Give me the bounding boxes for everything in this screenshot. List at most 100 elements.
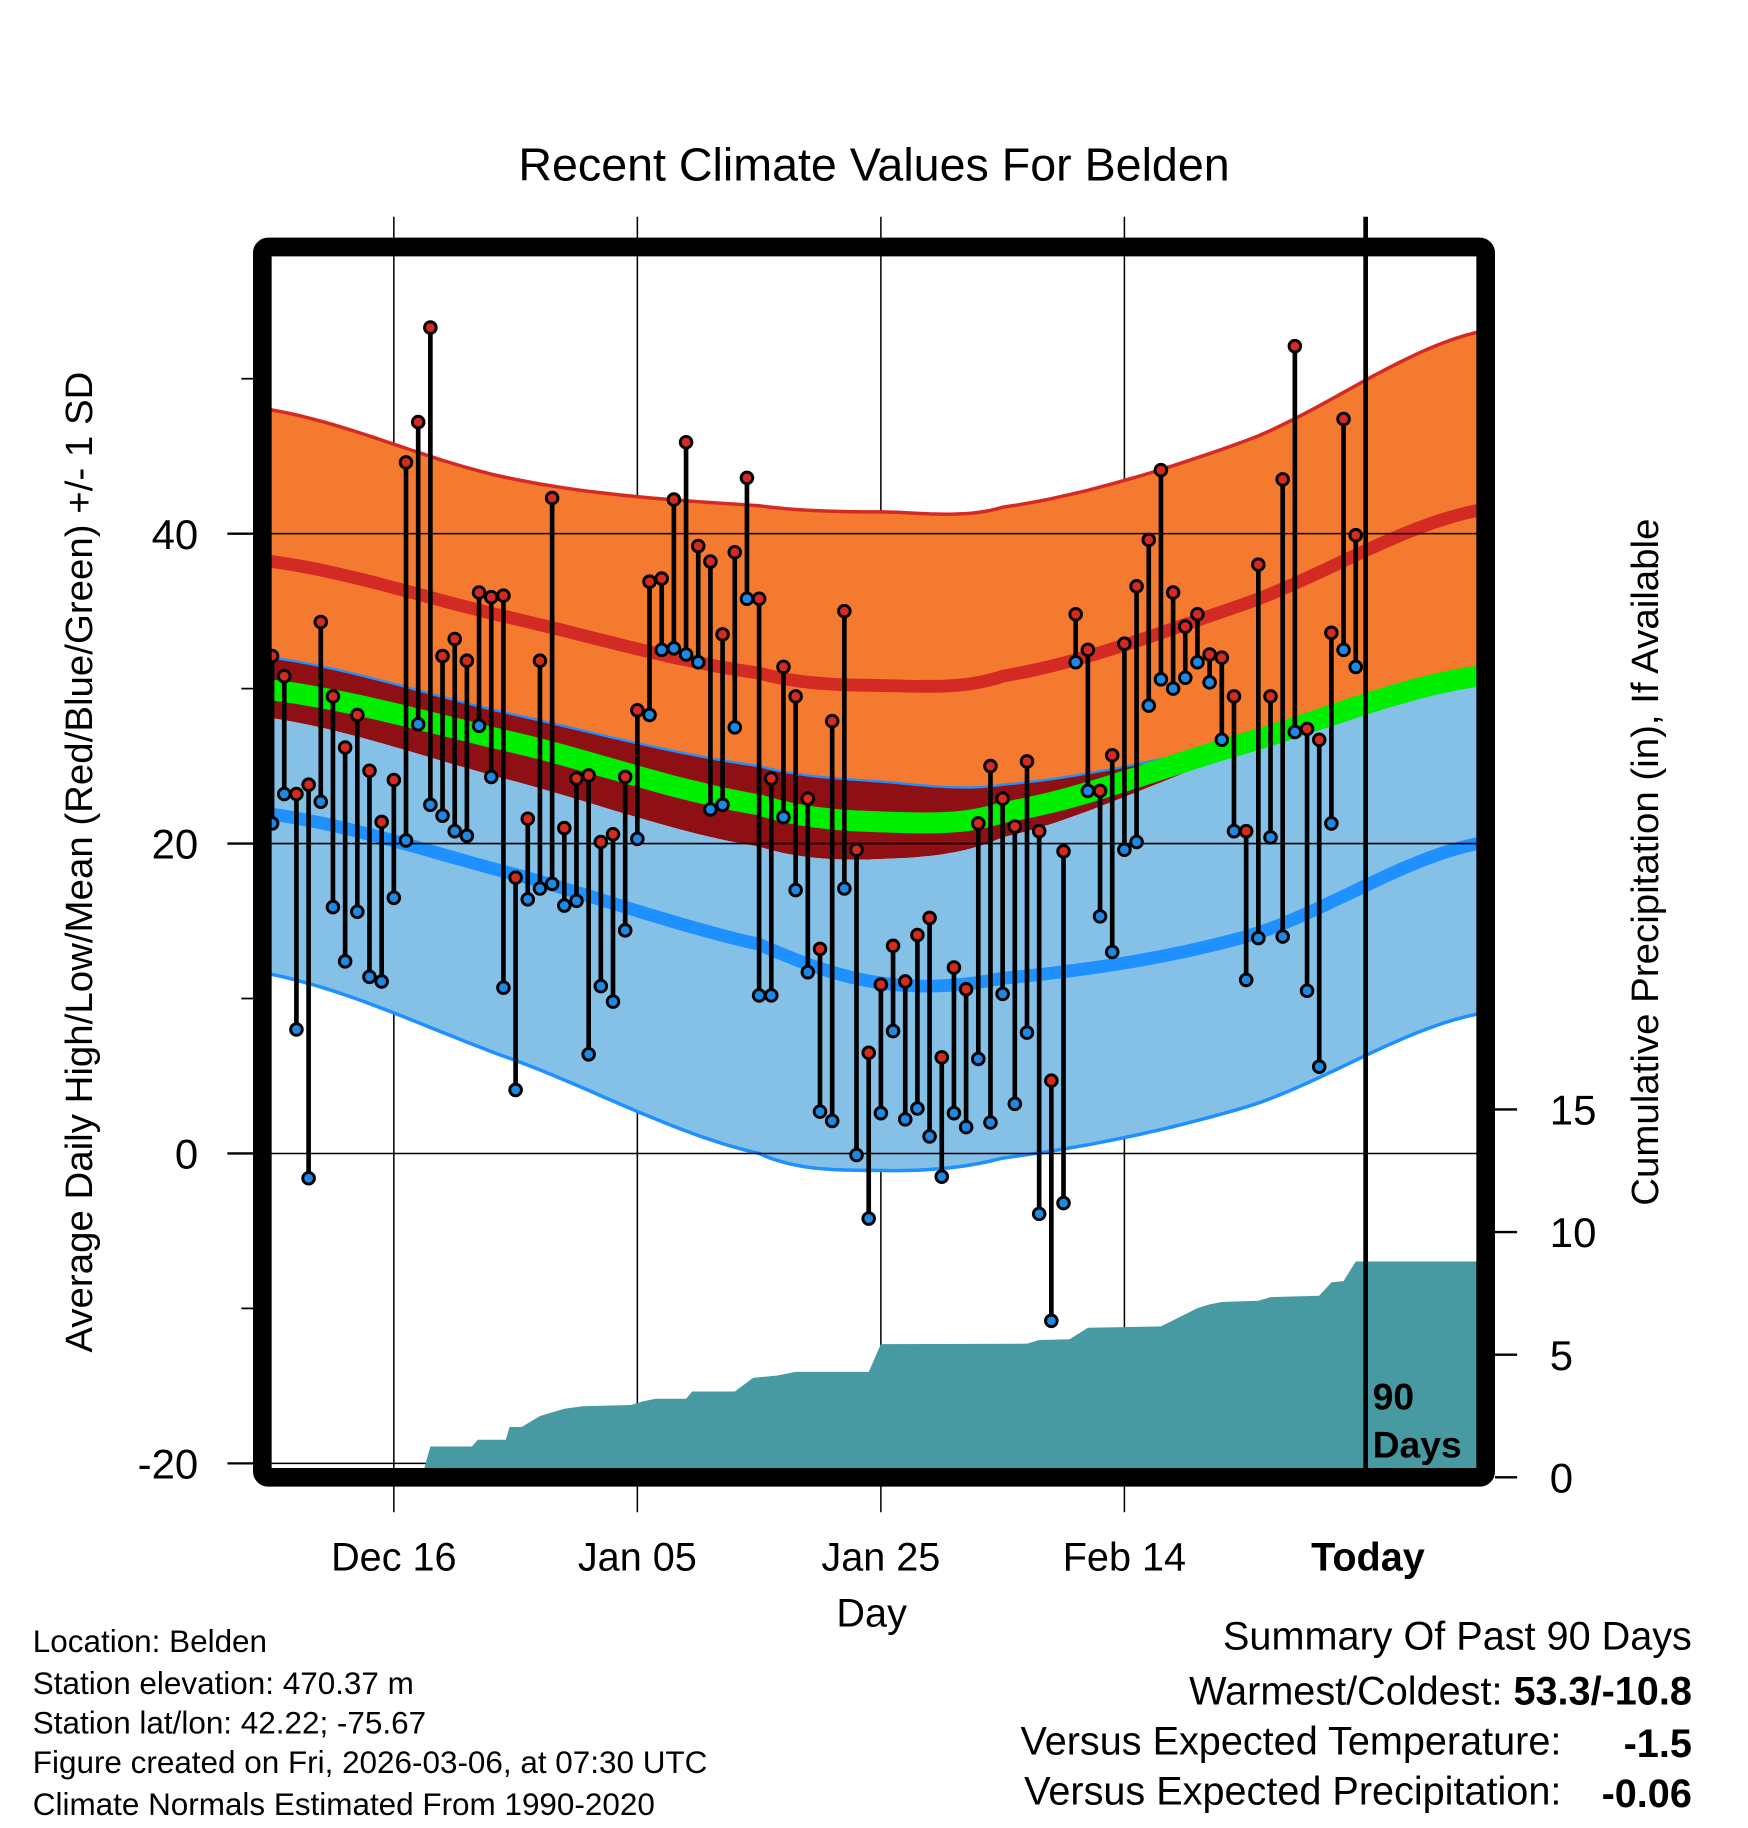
y-axis-label: Average Daily High/Low/Mean (Red/Blue/Gr… <box>58 372 101 1353</box>
day-mark <box>897 974 913 1127</box>
low-point <box>374 974 389 989</box>
days-label-word: Days <box>1373 1424 1462 1466</box>
day-mark <box>1178 619 1193 686</box>
low-point <box>1226 823 1242 839</box>
elevation-text: Station elevation: 470.37 m <box>33 1666 414 1701</box>
day-mark <box>788 689 803 898</box>
low-point <box>873 1105 889 1121</box>
day-mark <box>544 490 560 892</box>
high-point <box>800 791 816 806</box>
high-point <box>459 653 475 668</box>
high-point <box>1311 732 1327 748</box>
low-point <box>934 1169 950 1184</box>
y-tick-label: 0 <box>175 1131 198 1178</box>
high-point <box>1068 606 1083 622</box>
high-point <box>958 981 974 997</box>
high-point <box>1080 642 1096 658</box>
day-mark <box>1311 732 1327 1074</box>
day-mark <box>776 659 791 825</box>
low-point <box>776 809 791 825</box>
low-point <box>824 1113 840 1129</box>
low-point <box>569 893 584 909</box>
temp-label: Versus Expected Temperature: <box>1020 1720 1561 1764</box>
high-point <box>703 554 718 569</box>
day-mark <box>1190 606 1205 670</box>
low-point <box>983 1115 998 1130</box>
low-point <box>1068 654 1083 670</box>
low-point <box>1044 1313 1059 1329</box>
low-point <box>362 969 377 985</box>
day-mark <box>1129 579 1144 850</box>
day-mark <box>1165 585 1181 696</box>
low-point <box>617 923 633 938</box>
station-info: Location: Belden Station elevation: 470.… <box>33 1624 708 1822</box>
low-point <box>1324 816 1339 831</box>
right-axis: 15 10 5 0 <box>1494 1087 1597 1501</box>
high-point <box>690 538 706 554</box>
high-plus-sd-line <box>262 330 1478 517</box>
day-mark <box>581 768 596 1062</box>
days-label-number: 90 <box>1373 1376 1414 1418</box>
y2-tick-label: 5 <box>1550 1332 1573 1379</box>
low-point <box>350 904 365 920</box>
low-point <box>715 797 730 813</box>
day-mark <box>824 713 840 1129</box>
low-point <box>508 1082 523 1098</box>
low-point <box>654 642 669 658</box>
low-point <box>435 808 450 823</box>
high-point <box>410 414 426 430</box>
day-mark <box>1238 823 1254 988</box>
y2-tick-label: 15 <box>1550 1087 1597 1134</box>
high-point <box>1238 823 1254 839</box>
high-point <box>1275 472 1290 487</box>
low-point <box>1129 834 1144 850</box>
low-point <box>1153 672 1169 687</box>
high-point <box>654 571 669 586</box>
low-point <box>1165 681 1181 696</box>
low-point <box>289 1022 304 1037</box>
high-point <box>617 769 633 785</box>
high-point <box>1153 462 1169 478</box>
low-point <box>532 881 548 896</box>
high-point <box>1214 650 1230 665</box>
precip-label: Versus Expected Precipitation: <box>1024 1770 1561 1814</box>
high-point <box>946 960 962 975</box>
high-point <box>508 870 523 885</box>
low-point <box>301 1170 316 1186</box>
low-point <box>1007 1096 1023 1112</box>
day-mark <box>812 941 828 1119</box>
low-point <box>471 718 487 734</box>
low-point <box>459 828 475 844</box>
day-mark <box>837 603 852 896</box>
low-point <box>1056 1195 1071 1211</box>
high-point <box>1348 527 1364 543</box>
low-point <box>788 882 803 898</box>
day-mark <box>1275 472 1290 944</box>
low-point <box>483 769 499 785</box>
day-mark <box>557 820 572 913</box>
high-point <box>1031 823 1047 839</box>
low-point <box>1117 842 1132 858</box>
high-point <box>715 627 730 642</box>
day-mark <box>471 585 487 734</box>
high-point <box>447 631 463 647</box>
high-point <box>362 763 377 779</box>
day-mark <box>751 591 767 1003</box>
day-mark <box>374 814 389 989</box>
high-point <box>337 740 353 755</box>
day-mark <box>313 614 329 810</box>
precip-area <box>262 1261 1478 1468</box>
high-point <box>678 434 694 450</box>
high-point <box>922 910 937 926</box>
high-point <box>1324 625 1339 641</box>
day-mark <box>398 455 414 848</box>
day-mark <box>1214 650 1230 748</box>
day-mark <box>715 627 730 813</box>
low-point <box>1336 642 1351 658</box>
high-point <box>1019 754 1035 769</box>
high-point <box>727 544 743 560</box>
high-point <box>520 811 536 827</box>
day-mark <box>459 653 475 844</box>
high-point <box>496 588 511 603</box>
high-point <box>1117 636 1132 651</box>
